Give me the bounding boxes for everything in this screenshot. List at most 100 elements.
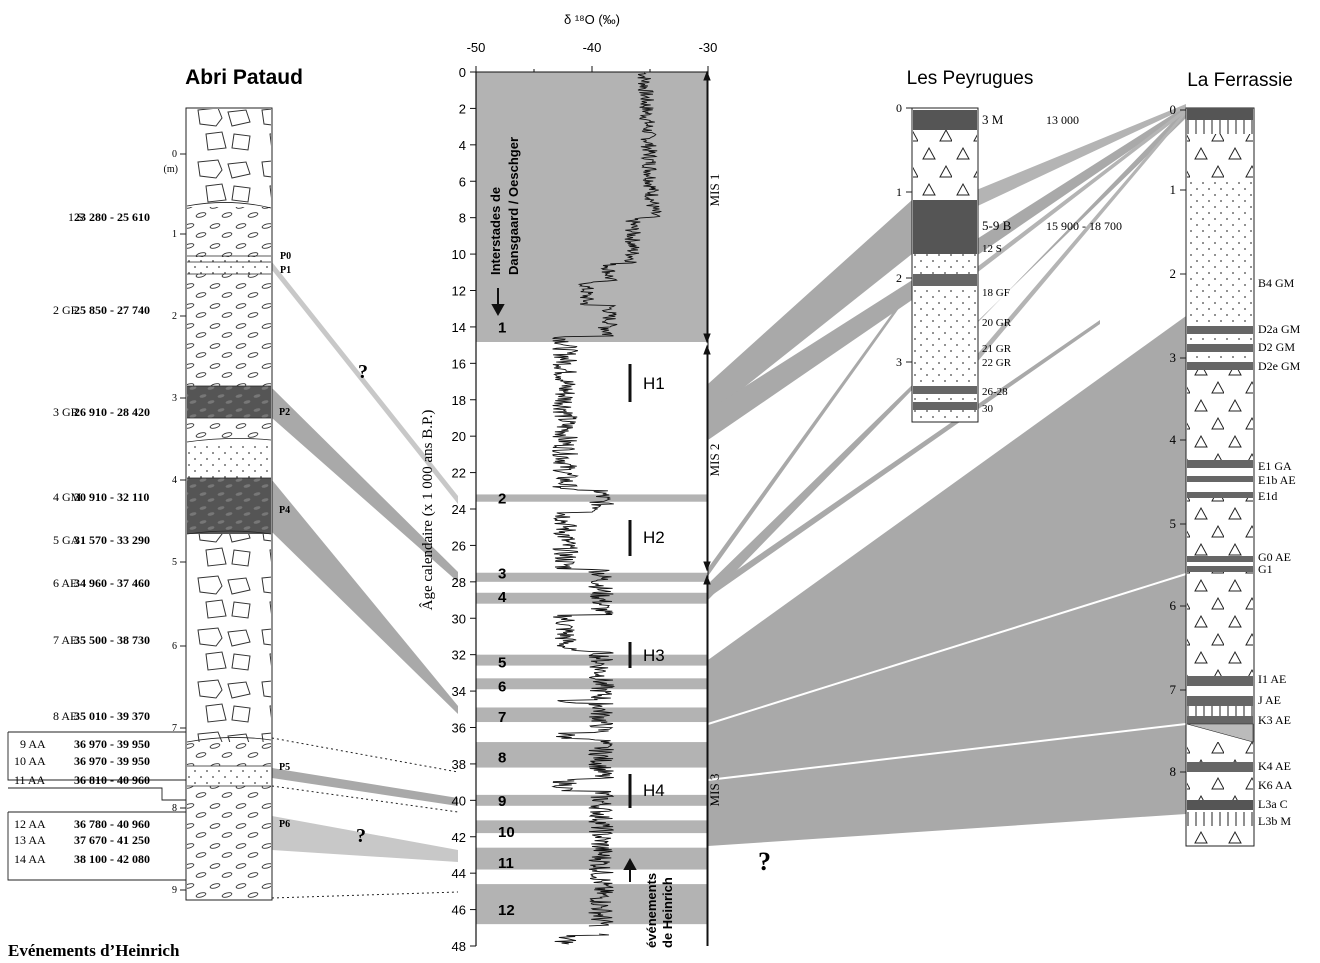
pataud-layer-date: 23 280 - 25 610 (74, 210, 150, 224)
band-2 (476, 494, 708, 502)
d18o-axis-ticks: -50 -40 -30 (467, 40, 717, 72)
band-3 (476, 572, 708, 582)
mis-label-1: MIS 1 (707, 174, 722, 207)
heinrich-4: H4 (643, 781, 665, 800)
pataud-depth-tick: 9 (172, 885, 177, 896)
ferr-depth-tick: 7 (1170, 682, 1177, 697)
heinrich-events-label-2: de Heinrich (660, 877, 675, 948)
ferr-layer-label: E1 GA (1258, 459, 1292, 473)
ferr-depth-tick: 3 (1170, 350, 1177, 365)
link-band-peyr-ferr2 (952, 104, 1186, 218)
peyr-layer-label: 22 GR (982, 357, 1012, 369)
interstadial-8: 8 (498, 749, 506, 766)
age-tick-label: 6 (459, 174, 466, 189)
ferr-depth-tick: 1 (1170, 182, 1177, 197)
band-7 (476, 707, 708, 723)
interstadial-1: 1 (498, 320, 506, 337)
interstadial-10: 10 (498, 824, 515, 841)
pataud-layer-code: 11 AA (14, 773, 46, 787)
pataud-depth-axis: 0 1 2 3 4 5 6 7 8 9 (172, 149, 186, 896)
d18o-tick-label: -50 (467, 40, 486, 55)
link-line-ferr-white2 (707, 723, 1187, 781)
pataud-depth-tick: 3 (172, 393, 177, 404)
peyr-depth-tick: 3 (896, 355, 902, 369)
peyr-layer-label: 5-9 B (982, 218, 1012, 233)
pataud-layer-date: 35 010 - 39 370 (74, 709, 150, 723)
ferr-layer-label: K3 AE (1258, 713, 1291, 727)
ferr-depth-tick: 8 (1170, 764, 1177, 779)
abri-pataud-column: 0 1 2 3 4 5 6 7 8 9 (7, 107, 273, 901)
band-6 (476, 678, 708, 690)
ferr-depth-tick: 5 (1170, 516, 1177, 531)
pataud-depth-tick: 5 (172, 557, 177, 568)
age-tick-label: 30 (452, 611, 466, 626)
link-band-peyr-middle (708, 286, 912, 576)
link-band-p4-7 (272, 480, 458, 714)
interstadial-6: 6 (498, 678, 506, 695)
heinrich-3: H3 (643, 646, 665, 665)
age-tick-label: 32 (452, 648, 466, 663)
pataud-marker: P0 (280, 251, 291, 262)
peyr-depth-tick: 0 (896, 101, 902, 115)
pataud-layer-date: 30 910 - 32 110 (74, 490, 149, 504)
pataud-layer-code: 8 AE (53, 709, 77, 723)
ferr-depth-tick: 2 (1170, 266, 1177, 281)
interstadial-12: 12 (498, 902, 515, 919)
pataud-depth-tick: 2 (172, 311, 177, 322)
interstadial-9: 9 (498, 793, 506, 810)
pataud-layer-date: 31 570 - 33 290 (74, 533, 150, 547)
ferr-depth-tick: 6 (1170, 598, 1177, 613)
peyr-date: 15 900 - 18 700 (1046, 219, 1122, 233)
ferr-layer-label: K4 AE (1258, 759, 1291, 773)
pataud-layer-code: 12 AA (14, 817, 46, 831)
pataud-depth-tick: 0 (172, 149, 177, 160)
pataud-layer-date: 36 970 - 39 950 (74, 737, 150, 751)
pataud-layer-date: 36 810 - 40 960 (74, 773, 150, 787)
ferr-layer-label: D2a GM (1258, 322, 1301, 336)
ferr-layer-label: E1d (1258, 489, 1277, 503)
les-peyrugues-title: Les Peyrugues (907, 68, 1034, 89)
interstades-label-2: Dansgaard / Oeschger (506, 137, 521, 275)
pataud-layer-code: 14 AA (14, 852, 46, 866)
age-tick-label: 14 (452, 320, 466, 335)
ferr-layer-label: D2e GM (1258, 359, 1301, 373)
mis-label-2: MIS 2 (707, 444, 722, 477)
band-9 (476, 794, 708, 806)
pataud-layer-code: 4 GM (53, 490, 82, 504)
link-band-p6-11 (272, 816, 458, 862)
mis-label-3: MIS 3 (707, 774, 722, 807)
interstadial-2: 2 (498, 491, 506, 508)
ferr-layer-label: B4 GM (1258, 276, 1295, 290)
peyr-layer-label: 26-28 (982, 386, 1008, 398)
pataud-layer-code: 9 AA (20, 737, 46, 751)
d18o-curve (551, 72, 663, 945)
ferrassie-depth-axis: 0 1 2 3 4 5 6 7 8 (1170, 102, 1186, 779)
age-tick-label: 40 (452, 793, 466, 808)
link-line-ferr-white1 (707, 573, 1187, 725)
ferr-depth-tick: 0 (1170, 102, 1177, 117)
interstadial-7: 7 (498, 709, 506, 726)
link-band-p5-9 (272, 768, 458, 806)
pataud-depth-tick: 8 (172, 803, 177, 814)
heinrich-1: H1 (643, 374, 665, 393)
pataud-layer-code: 10 AA (14, 754, 46, 768)
interstadial-4: 4 (498, 589, 507, 606)
age-tick-label: 22 (452, 466, 466, 481)
age-tick-label: 0 (459, 65, 466, 80)
ferr-layer-label: J AE (1258, 693, 1281, 707)
link-dotted-middle (271, 785, 459, 813)
la-ferrassie-title: La Ferrassie (1187, 70, 1293, 91)
pataud-depth-tick: 7 (172, 723, 177, 734)
age-tick-label: 2 (459, 101, 466, 116)
link-band-p2-3 (272, 388, 458, 582)
age-tick-label: 24 (452, 502, 466, 517)
d18o-axis-title: δ ¹⁸O (‰) (564, 12, 620, 27)
la-ferrassie-column: 0 1 2 3 4 5 6 7 8 (1170, 102, 1255, 847)
ferr-depth-tick: 4 (1170, 432, 1177, 447)
age-tick-label: 36 (452, 721, 466, 736)
interstades-label: Interstades de (488, 187, 503, 275)
mis-arrows (703, 70, 711, 946)
pataud-layer-date: 38 100 - 42 080 (74, 852, 150, 866)
age-tick-label: 8 (459, 211, 466, 226)
